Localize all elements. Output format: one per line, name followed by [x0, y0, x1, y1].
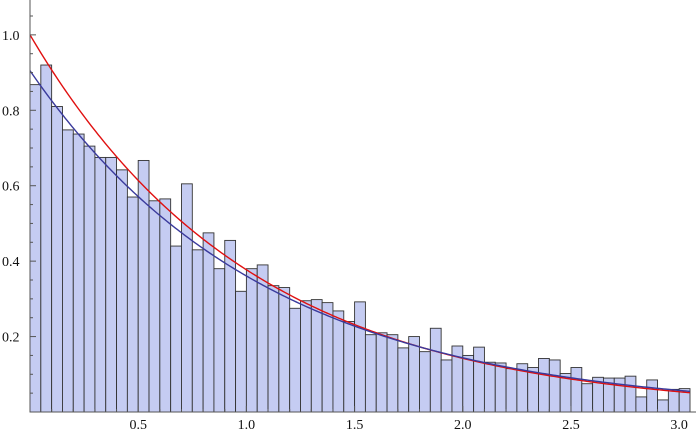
histogram-bar — [473, 346, 485, 413]
histogram-bar — [364, 334, 377, 413]
histogram-bar — [300, 300, 312, 413]
histogram-bar — [202, 232, 215, 413]
y-tick-label: 0.2 — [2, 331, 20, 346]
fit-curve-1 — [29, 34, 691, 394]
histogram-bar — [440, 359, 453, 413]
x-tick-label: 0.5 — [129, 418, 147, 433]
y-tick-label: 0.8 — [2, 104, 20, 119]
histogram-bar — [40, 64, 53, 413]
histogram-bar — [505, 368, 518, 413]
fit-curves — [29, 34, 691, 394]
histogram-bar — [570, 367, 583, 413]
histogram-bar — [148, 200, 161, 413]
histogram-bar — [635, 396, 648, 413]
histogram-bar — [29, 84, 42, 413]
x-tick-label: 1.5 — [346, 418, 364, 433]
y-tick-label: 1.0 — [2, 29, 20, 44]
histogram-bar — [62, 129, 74, 413]
fit-curve-2 — [29, 70, 691, 393]
histogram-bars — [29, 64, 691, 413]
x-tick-label: 1.0 — [238, 418, 256, 433]
x-tick-label: 3.0 — [670, 418, 688, 433]
histogram-bar — [213, 268, 226, 413]
histogram-bar — [657, 399, 669, 413]
histogram-bar — [429, 327, 442, 413]
histogram-bar — [72, 133, 85, 413]
histogram-bar — [646, 379, 658, 413]
histogram-bar — [624, 375, 637, 413]
histogram-bar — [386, 334, 399, 413]
histogram-bar — [354, 301, 366, 413]
histogram-bar — [126, 196, 139, 413]
x-tick-label: 2.5 — [562, 418, 580, 433]
histogram-bar — [289, 307, 301, 413]
histogram-bar — [667, 388, 680, 413]
y-tick-label: 0.4 — [2, 255, 20, 270]
histogram-bar — [278, 287, 291, 413]
histogram-bar — [397, 347, 410, 413]
histogram-bar — [245, 268, 258, 413]
histogram-bar — [408, 336, 420, 413]
tick-labels: 0.5 1.0 1.5 2.0 2.5 3.0 0.2 0.4 0.6 0.8 1.0 — [2, 29, 688, 433]
histogram-bar — [581, 383, 594, 413]
histogram-bar — [548, 359, 561, 413]
histogram-bar — [191, 249, 204, 413]
histogram-bar — [105, 156, 118, 413]
histogram-bar — [170, 245, 182, 413]
histogram-bar — [419, 351, 431, 413]
histogram-bar — [94, 156, 107, 413]
histogram-bar — [494, 362, 507, 413]
histogram-bar — [321, 302, 334, 413]
axes — [29, 0, 696, 413]
y-tick-label: 0.6 — [2, 180, 20, 195]
histogram-bar — [332, 310, 345, 413]
histogram-bar — [159, 198, 172, 413]
histogram-bar — [375, 332, 388, 413]
histogram-bar — [310, 299, 323, 413]
histogram-bar — [462, 354, 475, 413]
histogram-bar — [51, 106, 63, 413]
x-tick-label: 2.0 — [454, 418, 472, 433]
histogram-bar — [538, 358, 550, 413]
histogram-bar — [235, 290, 247, 413]
histogram-bar — [267, 285, 280, 413]
histogram-bar — [116, 169, 128, 413]
histogram-bar — [483, 361, 496, 413]
histogram-bar — [343, 321, 356, 413]
histogram-bar — [83, 145, 96, 413]
histogram-bar — [181, 183, 193, 413]
